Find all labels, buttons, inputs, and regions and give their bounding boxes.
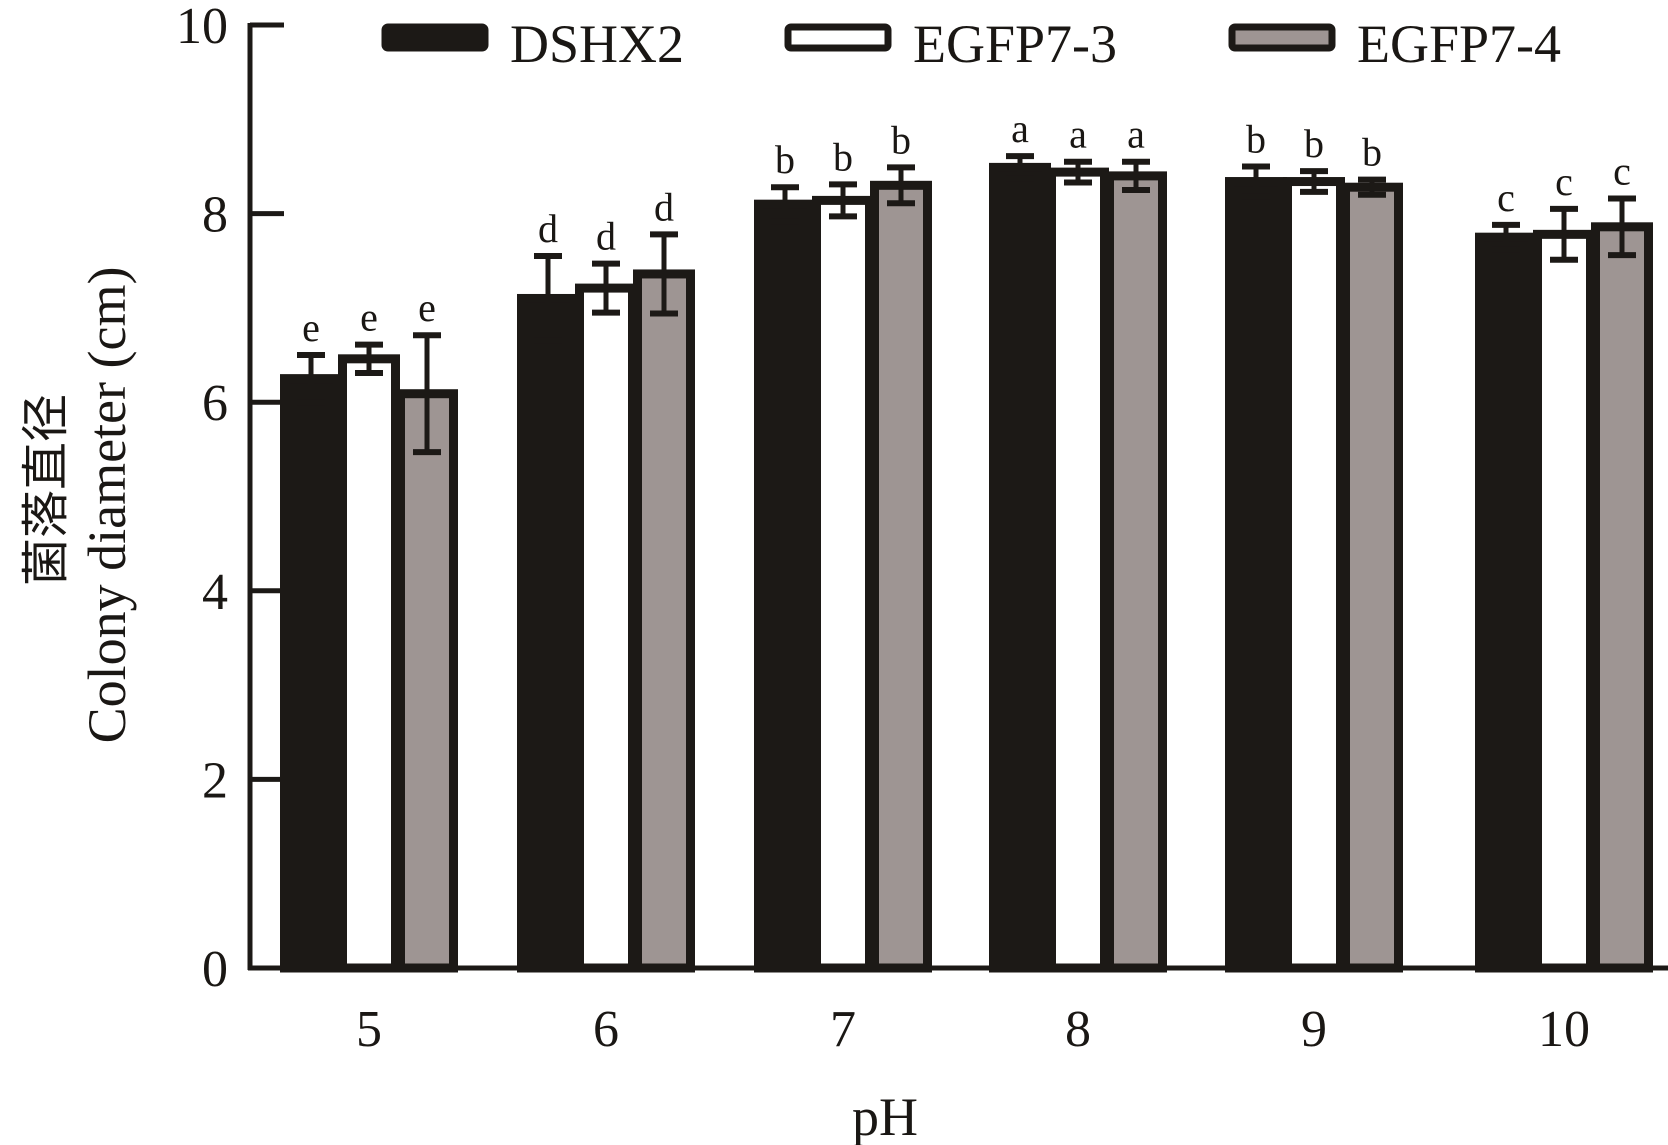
bar-egfp7-4	[870, 180, 932, 973]
significance-letter: e	[302, 305, 320, 350]
bar-egfp7-4	[1341, 182, 1403, 973]
significance-letter: a	[1011, 106, 1029, 151]
significance-letter: b	[891, 117, 911, 162]
legend-swatch-egfp7-4	[1228, 23, 1336, 52]
bar-egfp7-4	[1105, 171, 1167, 973]
significance-letter: c	[1497, 175, 1515, 220]
significance-letter: d	[538, 206, 558, 251]
significance-letter: c	[1555, 159, 1573, 204]
significance-letter: e	[418, 285, 436, 330]
bar-dshx2	[517, 293, 579, 973]
bar-egfp7-3	[812, 195, 874, 973]
x-axis-label: pH	[852, 1087, 918, 1145]
significance-letter: b	[1304, 121, 1324, 166]
legend-swatch-dshx2	[381, 23, 489, 52]
bar-dshx2	[1225, 177, 1287, 973]
x-tick-label: 9	[1301, 1001, 1327, 1058]
y-tick-label: 2	[202, 752, 228, 809]
bar-egfp7-4	[1591, 222, 1653, 973]
x-tick-label: 6	[593, 1001, 619, 1058]
y-tick-label: 4	[202, 564, 228, 621]
significance-letter: b	[1246, 116, 1266, 161]
x-tick-label: 8	[1065, 1001, 1091, 1058]
y-tick-label: 6	[202, 375, 228, 432]
bar-egfp7-3	[575, 283, 637, 973]
bar-dshx2	[280, 374, 342, 973]
x-tick-label: 7	[830, 1001, 856, 1058]
legend-label: EGFP7-3	[913, 14, 1117, 74]
significance-letter: e	[360, 295, 378, 340]
bar-egfp7-4	[396, 389, 458, 973]
y-tick-label: 0	[202, 941, 228, 998]
bar-egfp7-3	[1047, 167, 1109, 973]
bar-egfp7-3	[1283, 177, 1345, 973]
y-tick-label: 10	[176, 0, 228, 55]
significance-letter: b	[775, 137, 795, 182]
y-axis-label-en: Colony diameter (cm)	[77, 267, 137, 744]
bar-egfp7-3	[1533, 229, 1595, 973]
y-axis-label-zh: 菌落直径	[20, 394, 73, 586]
bar-egfp7-4	[633, 269, 695, 973]
significance-letter: a	[1069, 112, 1087, 157]
significance-letter: b	[1362, 130, 1382, 175]
legend-swatch-egfp7-3	[784, 23, 892, 52]
x-tick-label: 5	[356, 1001, 382, 1058]
y-tick-label: 8	[202, 187, 228, 244]
significance-letter: a	[1127, 112, 1145, 157]
legend-label: EGFP7-4	[1357, 14, 1561, 74]
significance-letter: d	[596, 214, 616, 259]
legend-label: DSHX2	[510, 14, 684, 74]
bar-dshx2	[989, 162, 1051, 973]
x-tick-label: 10	[1538, 1001, 1590, 1058]
significance-letter: b	[833, 134, 853, 179]
bar-dshx2	[754, 199, 816, 973]
bar-dshx2	[1475, 232, 1537, 973]
significance-letter: d	[654, 184, 674, 229]
significance-letter: c	[1613, 149, 1631, 194]
bar-egfp7-3	[338, 354, 400, 973]
